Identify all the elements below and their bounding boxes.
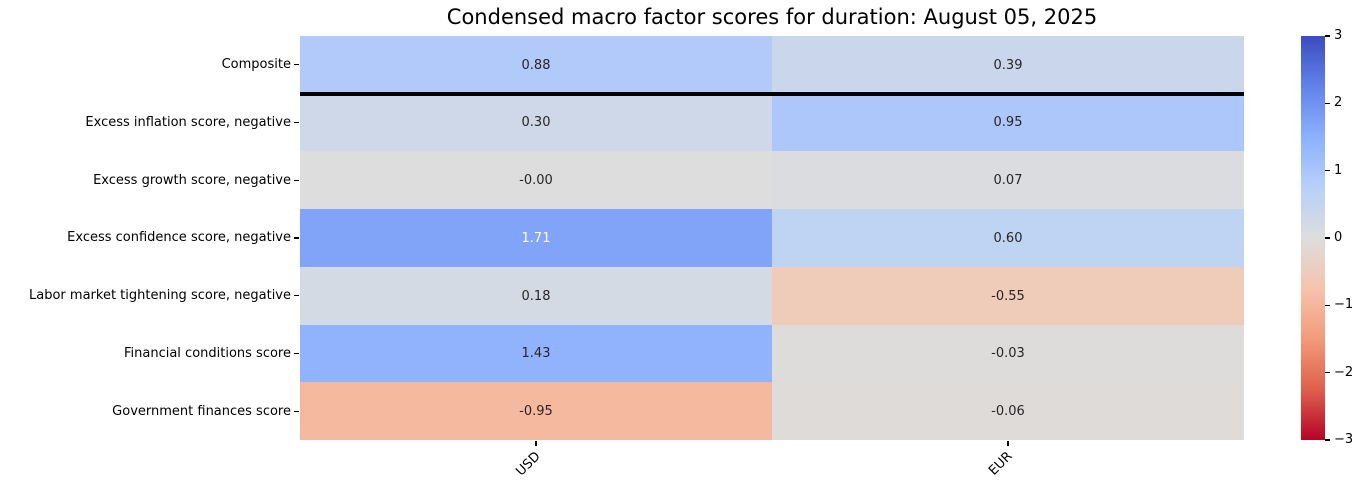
y-tick-mark — [294, 352, 299, 355]
heatmap-cell: 0.30 — [300, 94, 772, 151]
chart-title: Condensed macro factor scores for durati… — [446, 5, 1098, 29]
colorbar-tick-mark — [1325, 439, 1330, 441]
heatmap-cell: 0.60 — [772, 209, 1244, 267]
x-tick-mark — [535, 441, 537, 446]
heatmap-cell: 0.07 — [772, 151, 1244, 209]
cell-value: 0.95 — [993, 115, 1023, 130]
y-tick-mark — [294, 237, 299, 239]
colorbar — [1301, 36, 1325, 440]
composite-separator-line — [300, 92, 1244, 97]
cell-value: 0.60 — [993, 230, 1023, 246]
row-label: Excess inflation score, negative — [85, 115, 291, 131]
cell-value: 0.18 — [521, 288, 551, 304]
row-label: Government finances score — [112, 403, 291, 419]
cell-value: 0.39 — [993, 57, 1023, 73]
heatmap-cell: 1.71 — [300, 209, 772, 267]
cell-value: -0.95 — [519, 403, 553, 419]
heatmap-cell: -0.06 — [772, 382, 1244, 440]
colorbar-tick-label: −1 — [1334, 297, 1354, 313]
cell-value: -0.00 — [519, 172, 553, 188]
colorbar-tick-label: 1 — [1334, 162, 1343, 178]
heatmap-plot-area: 0.88 0.39 0.30 0.95 -0.00 0.07 1.71 0.60 0.18 -0.… — [300, 36, 1244, 440]
heatmap-cell: 0.18 — [300, 267, 772, 325]
colorbar-tick-label: 0 — [1334, 230, 1343, 245]
colorbar-tick-label: −3 — [1334, 432, 1354, 447]
heatmap-cell: -0.95 — [300, 382, 772, 440]
heatmap-cell: -0.55 — [772, 267, 1244, 325]
colorbar-tick-mark — [1325, 102, 1330, 104]
colorbar-tick-mark — [1325, 372, 1330, 374]
colorbar-tick-mark — [1325, 170, 1330, 172]
row-label: Labor market tightening score, negative — [29, 288, 291, 304]
row-label: Financial conditions score — [123, 345, 291, 361]
y-tick-mark — [294, 295, 299, 297]
heatmap-cell: 0.88 — [300, 36, 772, 94]
y-tick-mark — [294, 410, 299, 412]
colorbar-tick-label: −2 — [1334, 364, 1354, 380]
cell-value: -0.03 — [991, 346, 1025, 361]
y-tick-mark — [294, 121, 299, 124]
colorbar-tick-mark — [1325, 35, 1330, 37]
cell-value: 1.43 — [521, 346, 551, 361]
y-tick-mark — [294, 179, 299, 181]
colorbar-tick-label: 3 — [1334, 28, 1343, 43]
cell-value: 0.30 — [521, 115, 551, 130]
heatmap-cell: 0.39 — [772, 36, 1244, 94]
heatmap-cell: 1.43 — [300, 325, 772, 382]
row-label: Excess confidence score, negative — [67, 230, 291, 246]
x-tick-label: EUR — [986, 449, 1016, 479]
cell-value: -0.55 — [991, 288, 1025, 304]
x-tick-label: USD — [513, 449, 544, 480]
cell-value: 1.71 — [521, 230, 551, 246]
heatmap-cell: -0.00 — [300, 151, 772, 209]
x-tick-mark — [1007, 441, 1009, 446]
row-label: Composite — [221, 57, 291, 73]
heatmap-cell: 0.95 — [772, 94, 1244, 151]
row-label: Excess growth score, negative — [93, 172, 291, 188]
heatmap-cell: -0.03 — [772, 325, 1244, 382]
colorbar-tick-mark — [1325, 304, 1330, 306]
cell-value: 0.07 — [993, 172, 1023, 188]
y-tick-mark — [294, 64, 299, 66]
cell-value: 0.88 — [521, 57, 551, 73]
cell-value: -0.06 — [991, 403, 1025, 419]
colorbar-tick-mark — [1325, 237, 1330, 239]
colorbar-tick-label: 2 — [1334, 95, 1343, 111]
